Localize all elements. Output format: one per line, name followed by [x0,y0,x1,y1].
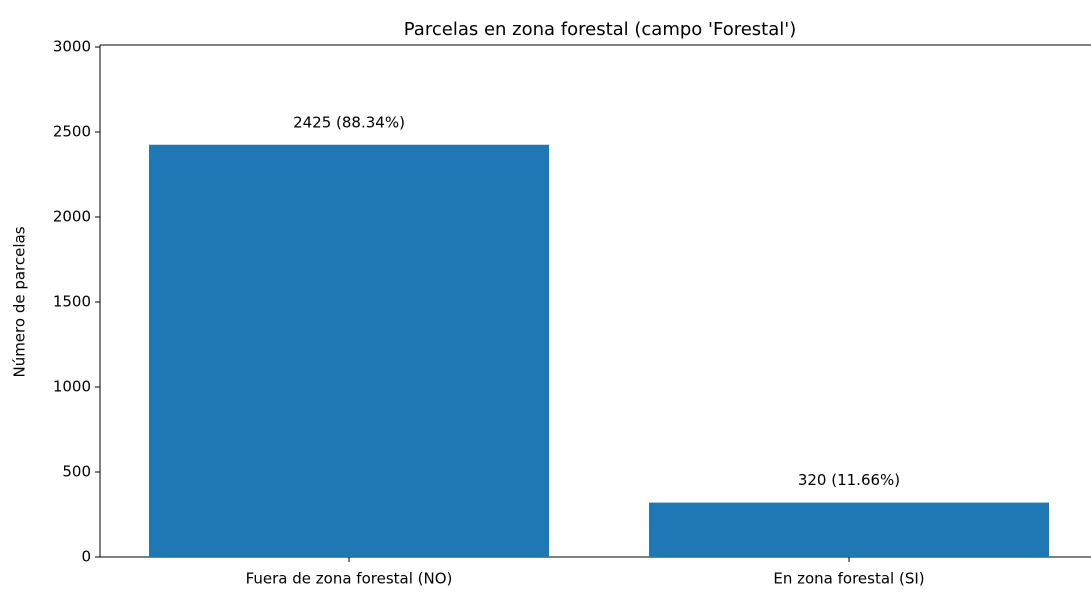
y-tick-label: 500 [62,463,91,481]
bar [149,144,549,557]
y-tick-label: 1500 [53,293,91,311]
value-label: 320 (11.66%) [798,471,900,489]
bar [649,502,1049,557]
y-tick-label: 1000 [53,378,91,396]
value-label: 2425 (88.34%) [293,113,405,131]
y-tick-label: 2000 [53,208,91,226]
y-tick-label: 3000 [53,38,91,56]
x-tick-label: Fuera de zona forestal (NO) [246,570,453,588]
y-tick-label: 0 [81,548,91,566]
y-tick-label: 2500 [53,123,91,141]
chart-title: Parcelas en zona forestal (campo 'Forest… [404,19,796,40]
y-axis-label: Número de parcelas [11,226,29,377]
x-tick-label: En zona forestal (SI) [773,570,924,588]
